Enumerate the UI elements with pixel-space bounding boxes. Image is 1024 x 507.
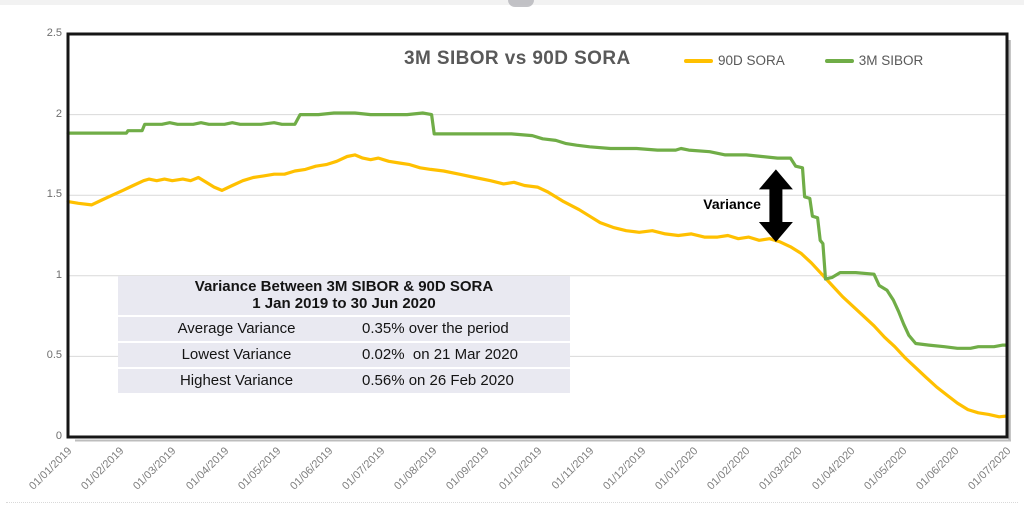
series-line-3m-sibor (66, 111, 1009, 350)
table-cell-value: 0.02% on 21 Mar 2020 (362, 346, 518, 363)
legend-label-90d-sora: 90D SORA (718, 53, 785, 68)
y-axis-label: 1 (55, 268, 62, 281)
table-cell-label: Highest Variance (179, 372, 294, 389)
y-axis-label: 1.5 (46, 188, 62, 201)
variance-table-title: Variance Between 3M SIBOR & 90D SORA (194, 278, 494, 295)
variance-arrow (758, 169, 793, 242)
legend-swatch-90d-sora (684, 58, 713, 63)
chart-legend: 90D SORA 3M SIBOR (684, 53, 923, 68)
table-cell-value: 0.56% on 26 Feb 2020 (362, 372, 514, 389)
y-axis-label: 2.5 (46, 27, 62, 39)
legend-label-3m-sibor: 3M SIBOR (858, 53, 924, 68)
chart-title: 3M SIBOR vs 90D SORA (404, 48, 631, 69)
variance-annotation-label: Variance (703, 195, 761, 212)
variance-table: Variance Between 3M SIBOR & 90D SORA 1 J… (118, 276, 570, 393)
variance-table-subtitle: 1 Jan 2019 to 30 Jun 2020 (252, 295, 436, 312)
legend-item-90d-sora: 90D SORA (684, 53, 785, 68)
y-axis-label: 0.5 (46, 349, 62, 362)
drag-handle-notch (508, 0, 534, 7)
table-cell-value: 0.35% over the period (362, 320, 509, 337)
series-line-90d-sora (66, 153, 1009, 419)
legend-item-3m-sibor: 3M SIBOR (824, 53, 924, 68)
table-row: Average Variance 0.35% over the period (118, 317, 570, 343)
bottom-edge-line (6, 502, 1018, 503)
variance-table-header: Variance Between 3M SIBOR & 90D SORA 1 J… (118, 276, 570, 317)
y-axis-label: 0 (55, 430, 62, 442)
table-row: Lowest Variance 0.02% on 21 Mar 2020 (118, 343, 570, 369)
table-row: Highest Variance 0.56% on 26 Feb 2020 (118, 369, 570, 393)
y-axis-label: 2 (55, 107, 62, 120)
plot-border (66, 32, 1009, 439)
legend-swatch-3m-sibor (824, 58, 854, 63)
table-cell-label: Lowest Variance (181, 346, 292, 363)
table-cell-label: Average Variance (177, 320, 296, 337)
